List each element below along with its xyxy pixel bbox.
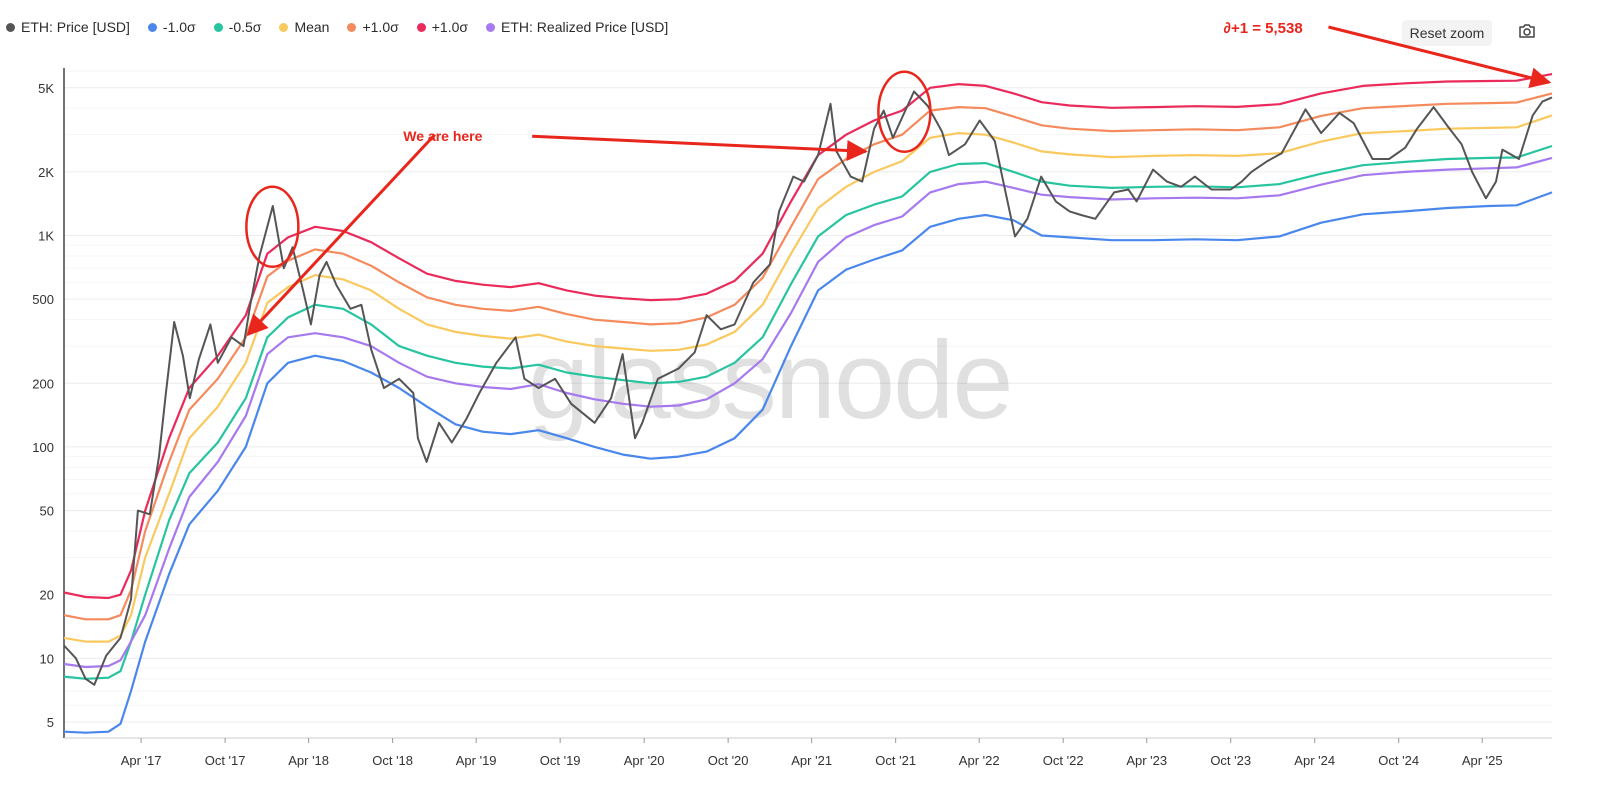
legend-label-minus-half-sigma: -0.5σ <box>228 19 262 35</box>
y-tick-label: 200 <box>32 376 54 391</box>
legend-item-plus-1-sigma-orange[interactable]: +1.0σ <box>347 19 399 35</box>
x-tick-label: Apr '18 <box>288 753 329 768</box>
legend-label-minus-1-sigma: -1.0σ <box>162 19 196 35</box>
annotation-arrow-2 <box>532 134 868 162</box>
series-lines <box>63 73 1553 734</box>
watermark: glassnode <box>528 319 1012 442</box>
grid-lines <box>64 70 1552 723</box>
camera-button[interactable] <box>1514 22 1540 44</box>
x-tick-label: Oct '18 <box>372 753 413 768</box>
legend-item-price[interactable]: ETH: Price [USD] <box>6 19 130 35</box>
x-tick-label: Apr '22 <box>959 753 1000 768</box>
series-minus-1-sigma <box>63 191 1553 734</box>
legend-item-minus-1-sigma[interactable]: -1.0σ <box>147 19 196 35</box>
y-tick-label: 20 <box>40 588 54 603</box>
x-tick-label: Oct '24 <box>1378 753 1419 768</box>
series-price <box>63 90 1553 686</box>
x-tick-label: Apr '21 <box>791 753 832 768</box>
x-tick-label: Apr '17 <box>121 753 162 768</box>
y-tick-label: 10 <box>40 651 54 666</box>
legend-dot-realized-price <box>486 22 496 32</box>
x-tick-label: Apr '24 <box>1294 753 1335 768</box>
x-tick-label: Oct '21 <box>875 753 916 768</box>
y-tick-label: 2K <box>38 165 54 180</box>
y-tick-label: 5 <box>47 715 54 730</box>
annotation-arrow-1 <box>246 133 436 337</box>
annotation-we-are-here: We are here <box>403 128 482 144</box>
annotations: We are here ∂+1 = 5,538 <box>245 20 1552 337</box>
series-plus-1-sigma-orange <box>63 92 1553 621</box>
legend-dot-minus-1-sigma <box>147 22 157 32</box>
legend-dot-mean <box>279 22 289 32</box>
legend-dot-plus-1-sigma-red <box>416 22 426 32</box>
series-minus-half-sigma <box>63 144 1553 680</box>
series-mean <box>63 114 1553 643</box>
legend-dot-plus-1-sigma-orange <box>347 22 357 32</box>
x-tick-label: Apr '23 <box>1126 753 1167 768</box>
legend-label-realized-price: ETH: Realized Price [USD] <box>501 19 669 35</box>
annotation-arrow-3 <box>1328 25 1552 88</box>
legend-item-plus-1-sigma-red[interactable]: +1.0σ <box>416 19 469 35</box>
y-tick-label: 500 <box>32 292 54 307</box>
x-tick-label: Oct '20 <box>708 753 749 768</box>
legend-label-plus-1-sigma-orange: +1.0σ <box>362 19 399 35</box>
annotation-circle-2 <box>877 70 932 153</box>
y-tick-label: 50 <box>40 504 54 519</box>
reset-zoom-button[interactable]: Reset zoom <box>1402 20 1492 46</box>
x-tick-label: Apr '25 <box>1462 753 1503 768</box>
x-tick-label: Apr '20 <box>624 753 665 768</box>
legend: ETH: Price [USD] -1.0σ -0.5σ Mean +1.0σ … <box>6 16 668 38</box>
series-realized-price <box>63 156 1553 669</box>
legend-item-realized-price[interactable]: ETH: Realized Price [USD] <box>486 19 668 35</box>
y-axis-ticks: 5 10 20 50 100 200 500 1K 2K 5K <box>32 81 54 730</box>
annotation-sigma-value: ∂+1 = 5,538 <box>1224 20 1303 37</box>
x-tick-label: Oct '17 <box>205 753 246 768</box>
x-tick-label: Oct '22 <box>1043 753 1084 768</box>
x-tick-label: Apr '19 <box>456 753 497 768</box>
legend-item-minus-half-sigma[interactable]: -0.5σ <box>213 19 262 35</box>
x-tick-label: Oct '19 <box>540 753 581 768</box>
series-plus-1-sigma-red <box>63 73 1553 600</box>
x-tick-label: Oct '23 <box>1210 753 1251 768</box>
x-axis-ticks: Apr '17 Oct '17 Apr '18 Oct '18 Apr '19 Oct '… <box>121 738 1503 768</box>
legend-dot-price <box>6 22 15 32</box>
y-tick-label: 5K <box>38 81 54 96</box>
y-tick-label: 100 <box>32 440 54 455</box>
legend-label-plus-1-sigma-red: +1.0σ <box>431 19 469 35</box>
legend-dot-minus-half-sigma <box>213 22 223 32</box>
legend-item-mean[interactable]: Mean <box>279 19 329 35</box>
legend-label-mean: Mean <box>294 19 330 35</box>
y-tick-label: 1K <box>38 229 54 244</box>
legend-label-price: ETH: Price [USD] <box>21 19 130 35</box>
annotation-circle-1 <box>245 185 300 269</box>
camera-icon <box>1518 23 1536 44</box>
